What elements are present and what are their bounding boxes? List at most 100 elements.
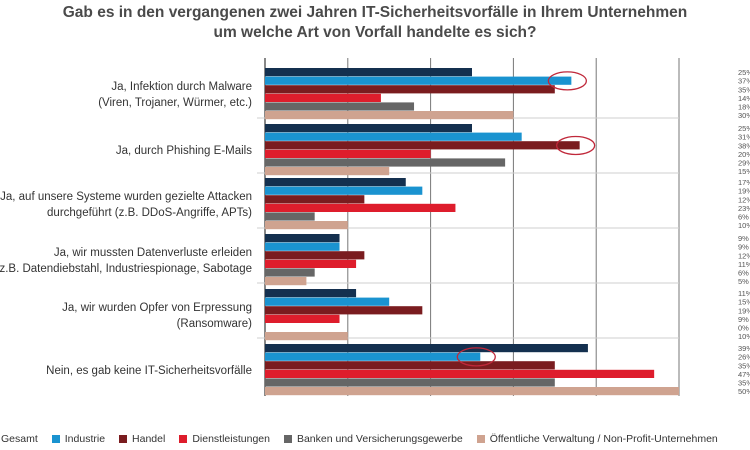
bar-dienstleistungen (265, 369, 655, 378)
value-label: 31% (738, 133, 750, 142)
value-label: 0% (738, 324, 749, 333)
value-label: 39% (738, 344, 750, 353)
legend-label: Banken und Versicherungsgewerbe (296, 433, 463, 445)
legend-item: Gesamt (0, 433, 38, 445)
value-label: 14% (738, 94, 750, 103)
bar-dienstleistungen (265, 203, 456, 212)
value-label: 19% (738, 306, 750, 315)
bar-handel (265, 195, 365, 204)
category-label: (Ransomware) (177, 318, 253, 330)
value-label: 35% (738, 379, 750, 388)
legend-swatch (119, 435, 128, 443)
bar--ffentliche-verwaltung-non-profit-unternehmen (265, 167, 390, 176)
value-label: 37% (738, 77, 750, 86)
bar-banken-und-versicherungsgewerbe (265, 268, 315, 277)
value-label: 5% (738, 277, 749, 286)
legend-swatch (476, 435, 485, 443)
chart-legend: Gesamt Industrie Handel Dienstleistungen Ban… (0, 433, 732, 449)
category-label: Ja, wir mussten Datenverluste erleiden (54, 247, 252, 259)
chart-title-line-2: um welche Art von Vorfall handelte es si… (213, 24, 537, 41)
value-label: 19% (738, 187, 750, 196)
value-label: 35% (738, 85, 750, 94)
legend-swatch (179, 435, 188, 443)
legend-swatch (283, 435, 292, 443)
bar-industrie (265, 132, 522, 141)
bar-banken-und-versicherungsgewerbe (265, 102, 415, 111)
legend-label: Öffentliche Verwaltung / Non-Profit-Unte… (489, 433, 718, 445)
bar--ffentliche-verwaltung-non-profit-unternehmen (265, 332, 348, 341)
value-label: 15% (738, 167, 750, 176)
value-label: 38% (738, 141, 750, 150)
value-label: 25% (738, 68, 750, 77)
legend-label: Gesamt (1, 433, 38, 445)
bar-handel (265, 361, 555, 370)
bar-handel (265, 141, 580, 150)
bar-dienstleistungen (265, 314, 340, 323)
bar-gesamt (265, 344, 588, 353)
value-label: 6% (738, 269, 749, 278)
legend-item: Öffentliche Verwaltung / Non-Profit-Unte… (476, 433, 718, 445)
bar-gesamt (265, 124, 472, 133)
category-label: (z.B. Datendiebstahl, Industriespionage,… (0, 263, 252, 275)
value-label: 15% (738, 298, 750, 307)
legend-item: Handel (119, 433, 165, 445)
value-label: 11% (738, 289, 750, 298)
legend-label: Handel (132, 433, 166, 445)
bar--ffentliche-verwaltung-non-profit-unternehmen (265, 111, 514, 120)
bar-industrie (265, 352, 481, 361)
value-label: 6% (738, 213, 749, 222)
value-label: 12% (738, 195, 750, 204)
value-label: 10% (738, 332, 750, 341)
value-label: 10% (738, 221, 750, 230)
category-label: durchgeführt (z.B. DDoS-Angriffe, APTs) (47, 207, 252, 219)
value-label: 17% (738, 178, 750, 187)
legend-swatch (51, 435, 60, 443)
value-label: 9% (738, 234, 749, 243)
value-label: 30% (738, 111, 750, 120)
value-label: 9% (738, 243, 749, 252)
bar-industrie (265, 297, 390, 306)
value-label: 12% (738, 251, 750, 260)
bar-dienstleistungen (265, 259, 357, 268)
bar-handel (265, 251, 365, 260)
value-label: 18% (738, 103, 750, 112)
category-label: Ja, Infektion durch Malware (111, 81, 252, 93)
category-label: Ja, durch Phishing E-Mails (116, 145, 252, 157)
legend-item: Dienstleistungen (179, 433, 270, 445)
bar-gesamt (265, 68, 472, 77)
chart-title: Gab es in den vergangenen zwei Jahren IT… (0, 3, 750, 43)
value-label: 20% (738, 150, 750, 159)
bar-industrie (265, 242, 340, 251)
value-label: 9% (738, 315, 749, 324)
chart-title-line-1: Gab es in den vergangenen zwei Jahren IT… (62, 4, 688, 21)
bar-banken-und-versicherungsgewerbe (265, 378, 555, 387)
value-label: 26% (738, 353, 750, 362)
bar--ffentliche-verwaltung-non-profit-unternehmen (265, 221, 348, 230)
bar-handel (265, 306, 423, 315)
bar-handel (265, 85, 555, 94)
value-label: 23% (738, 204, 750, 213)
bar-dienstleistungen (265, 93, 381, 102)
bar--ffentliche-verwaltung-non-profit-unternehmen (265, 387, 679, 396)
bar-industrie (265, 76, 572, 85)
bar-dienstleistungen (265, 149, 431, 158)
bar-gesamt (265, 234, 340, 243)
highlight-circle (555, 135, 596, 156)
category-label: Ja, wir wurden Opfer von Erpressung (62, 302, 252, 314)
bar-gesamt (265, 289, 357, 298)
value-label: 11% (738, 260, 750, 269)
bar-banken-und-versicherungsgewerbe (265, 158, 506, 167)
legend-label: Industrie (64, 433, 106, 445)
highlight-circle (547, 71, 588, 91)
legend-item: Industrie (51, 433, 106, 445)
value-label: 29% (738, 159, 750, 168)
value-label: 50% (738, 387, 750, 396)
category-label: Ja, auf unsere Systeme wurden gezielte A… (0, 191, 252, 203)
bar-gesamt (265, 178, 406, 187)
value-label: 35% (738, 361, 750, 370)
bar-banken-und-versicherungsgewerbe (265, 212, 315, 221)
bar-industrie (265, 186, 423, 195)
bar-chart: 25%37%35%14%18%30%Ja, Infektion durch Ma… (0, 58, 750, 396)
category-label: Nein, es gab keine IT-Sicherheitsvorfäll… (46, 365, 252, 377)
highlight-circle (456, 347, 496, 367)
